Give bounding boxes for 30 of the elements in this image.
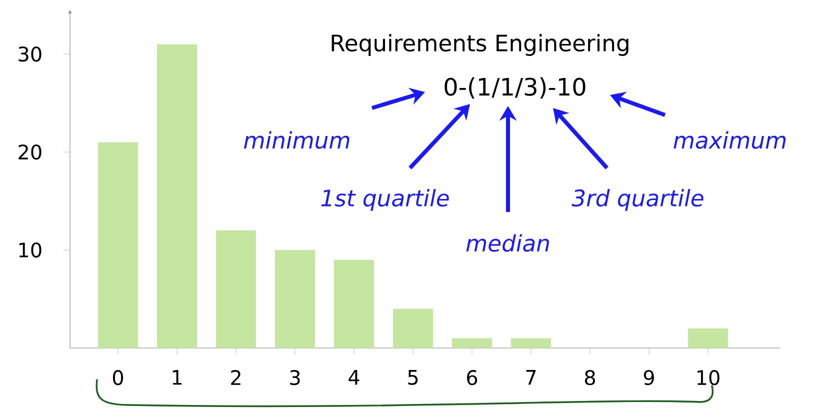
bar — [688, 328, 728, 348]
x-tick-label: 8 — [584, 370, 595, 386]
bar — [452, 338, 492, 348]
x-tick-label: 1 — [172, 370, 182, 385]
x-tick-label: 6 — [467, 370, 478, 386]
y-tick-label: 10 — [19, 242, 42, 258]
x-tick-label: 4 — [348, 370, 360, 385]
x-tick-label: 9 — [644, 370, 654, 386]
annotation: 3rd quartile — [572, 189, 704, 211]
bar — [216, 230, 256, 348]
x-tick-label: 0 — [112, 370, 124, 386]
y-tick-label: 20 — [18, 144, 42, 160]
bar — [393, 308, 433, 348]
bar — [275, 250, 316, 348]
annotation: minimum — [244, 131, 350, 149]
x-tick-label: 7 — [526, 370, 536, 385]
bar — [334, 260, 374, 348]
annotation: 0-(1/1/3)-10 — [444, 77, 586, 99]
bar — [157, 44, 198, 348]
text: Requirements Engineering — [332, 34, 628, 56]
annotation: maximum — [674, 131, 786, 149]
bar — [98, 142, 138, 348]
x-tick-label: 5 — [408, 370, 418, 385]
bar — [511, 338, 551, 348]
x-tick-label: 10 — [697, 370, 720, 386]
x-tick-label: 2 — [231, 370, 240, 385]
y-tick-label: 30 — [18, 46, 42, 62]
x-tick-label: 3 — [290, 370, 300, 386]
annotation: median — [466, 234, 549, 252]
annotation: 1st quartile — [321, 189, 449, 211]
